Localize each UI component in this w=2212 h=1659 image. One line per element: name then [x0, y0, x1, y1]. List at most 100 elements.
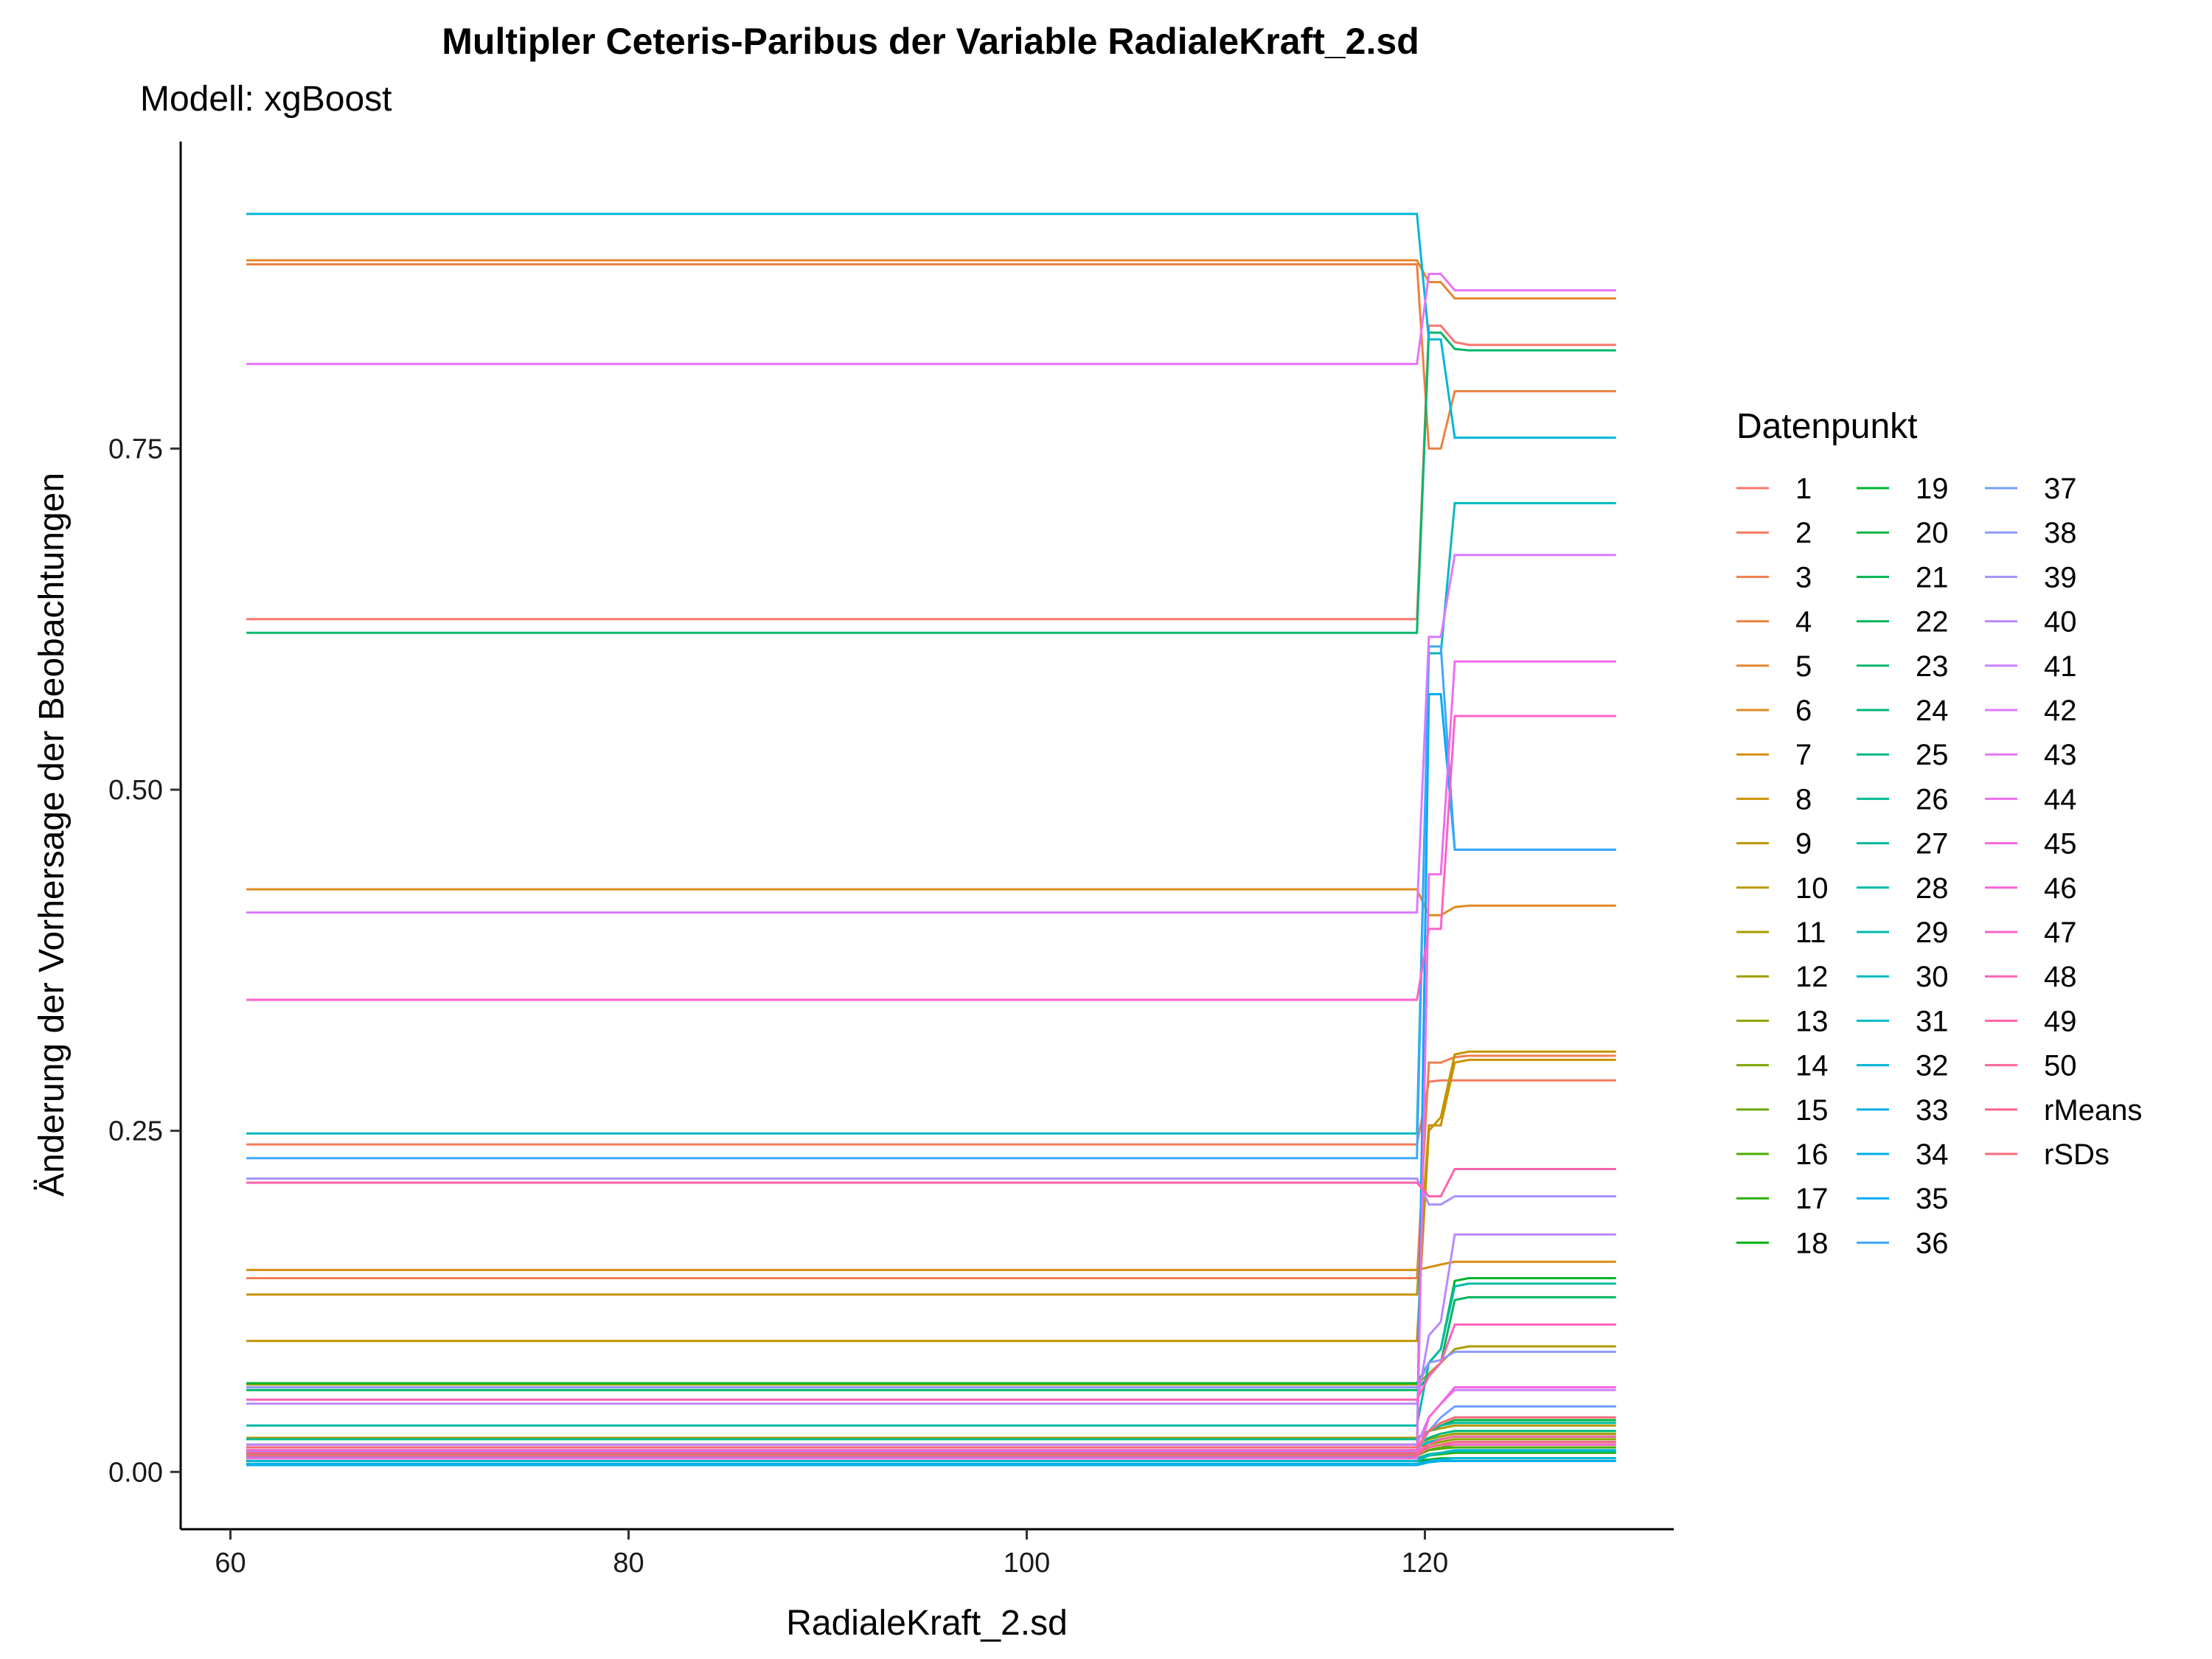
series-line-40: [246, 1233, 1616, 1405]
series-line-43: [246, 273, 1616, 366]
legend-label-50: 50: [2044, 1050, 2077, 1082]
plot-lines: [246, 212, 1616, 1467]
legend-label-35: 35: [1916, 1183, 1949, 1215]
series-line-1: [246, 324, 1616, 621]
legend-label-32: 32: [1916, 1050, 1949, 1082]
legend-label-22: 22: [1916, 606, 1949, 639]
series-line-34: [246, 1460, 1616, 1467]
legend-label-7: 7: [1795, 739, 1812, 771]
series-line-22: [246, 1295, 1616, 1391]
series-line-8: [246, 1058, 1616, 1296]
series-line-6: [246, 888, 1616, 917]
series-line-4: [246, 263, 1616, 450]
series-line-48: [246, 1323, 1616, 1401]
legend-label-5: 5: [1795, 650, 1812, 683]
series-line-45: [246, 1386, 1616, 1460]
series-line-39: [246, 1177, 1616, 1206]
series-line-10: [246, 1424, 1616, 1439]
legend-label-17: 17: [1795, 1183, 1829, 1215]
legend-label-28: 28: [1916, 872, 1949, 905]
series-line-31: [246, 1449, 1616, 1462]
series-line-47: [246, 714, 1616, 1001]
series-line-44: [246, 660, 1616, 1457]
x-tick-label: 100: [1004, 1548, 1050, 1579]
series-line-11: [246, 1345, 1616, 1386]
series-line-7: [246, 1260, 1616, 1271]
legend-label-40: 40: [2044, 606, 2077, 639]
legend-label-34: 34: [1916, 1138, 1949, 1171]
x-axis-title: RadialeKraft_2.sd: [786, 1604, 1068, 1643]
series-line-rMeans: [246, 1441, 1616, 1457]
series-line-42: [246, 554, 1616, 914]
y-tick-label: 0.25: [108, 1116, 163, 1147]
legend-label-rSDs: rSDs: [2044, 1138, 2110, 1171]
legend-label-8: 8: [1795, 783, 1812, 815]
legend-label-36: 36: [1916, 1227, 1949, 1259]
legend-label-42: 42: [2044, 695, 2077, 727]
legend-label-10: 10: [1795, 872, 1829, 905]
legend-label-21: 21: [1916, 561, 1949, 594]
series-line-33: [246, 1457, 1616, 1465]
legend-title: Datenpunkt: [1736, 407, 1918, 446]
legend-label-19: 19: [1916, 473, 1949, 505]
legend: 1234567891011121314151617181920212223242…: [1736, 473, 2142, 1259]
legend-label-39: 39: [2044, 561, 2077, 594]
x-tick-label: 80: [613, 1548, 644, 1579]
legend-label-37: 37: [2044, 473, 2077, 505]
legend-label-3: 3: [1795, 561, 1812, 594]
legend-label-47: 47: [2044, 917, 2077, 949]
legend-label-38: 38: [2044, 517, 2077, 549]
series-line-49: [246, 1168, 1616, 1197]
legend-label-23: 23: [1916, 650, 1949, 683]
series-line-50: [246, 1435, 1616, 1454]
legend-label-25: 25: [1916, 739, 1949, 771]
legend-label-4: 4: [1795, 606, 1812, 639]
legend-label-33: 33: [1916, 1094, 1949, 1127]
legend-label-15: 15: [1795, 1094, 1829, 1127]
series-line-23: [246, 331, 1616, 634]
legend-label-9: 9: [1795, 828, 1812, 860]
legend-label-11: 11: [1795, 917, 1826, 949]
legend-label-30: 30: [1916, 961, 1949, 993]
series-line-36: [246, 645, 1616, 1160]
series-line-rSDs: [246, 1416, 1616, 1449]
y-tick-label: 0.00: [108, 1457, 163, 1488]
legend-label-14: 14: [1795, 1050, 1829, 1082]
legend-label-6: 6: [1795, 695, 1812, 727]
legend-label-18: 18: [1795, 1227, 1829, 1259]
series-line-38: [246, 1350, 1616, 1388]
legend-label-48: 48: [2044, 961, 2077, 993]
legend-label-13: 13: [1795, 1005, 1829, 1037]
x-tick-label: 60: [215, 1548, 246, 1579]
legend-label-20: 20: [1916, 517, 1949, 549]
chart-subtitle: Modell: xgBoost: [140, 80, 392, 119]
legend-label-rMeans: rMeans: [2044, 1094, 2142, 1127]
legend-label-12: 12: [1795, 961, 1829, 993]
legend-label-29: 29: [1916, 917, 1949, 949]
series-line-3: [246, 1054, 1616, 1279]
series-line-9: [246, 1050, 1616, 1343]
legend-label-45: 45: [2044, 828, 2077, 860]
legend-label-44: 44: [2044, 783, 2077, 815]
legend-label-2: 2: [1795, 517, 1812, 549]
legend-label-46: 46: [2044, 872, 2077, 905]
legend-label-26: 26: [1916, 783, 1949, 815]
legend-label-1: 1: [1795, 473, 1812, 505]
legend-label-24: 24: [1916, 695, 1949, 727]
series-line-35: [246, 693, 1616, 1458]
series-line-2: [246, 1079, 1616, 1146]
x-tick-label: 120: [1402, 1548, 1448, 1579]
chart-title: Multipler Ceteris-Paribus der Variable R…: [442, 21, 1419, 62]
legend-label-49: 49: [2044, 1005, 2077, 1037]
series-line-5: [246, 259, 1616, 300]
y-axis-title: Änderung der Vorhersage der Beobachtunge…: [32, 473, 72, 1197]
legend-label-41: 41: [2044, 650, 2077, 683]
y-axis-ticks: 0.00 0.25 0.50 0.75: [108, 434, 181, 1488]
legend-label-27: 27: [1916, 828, 1949, 860]
y-tick-label: 0.75: [108, 434, 163, 465]
legend-label-31: 31: [1916, 1005, 1949, 1037]
legend-label-16: 16: [1795, 1138, 1829, 1171]
y-tick-label: 0.50: [108, 775, 163, 806]
series-line-13: [246, 1438, 1616, 1449]
